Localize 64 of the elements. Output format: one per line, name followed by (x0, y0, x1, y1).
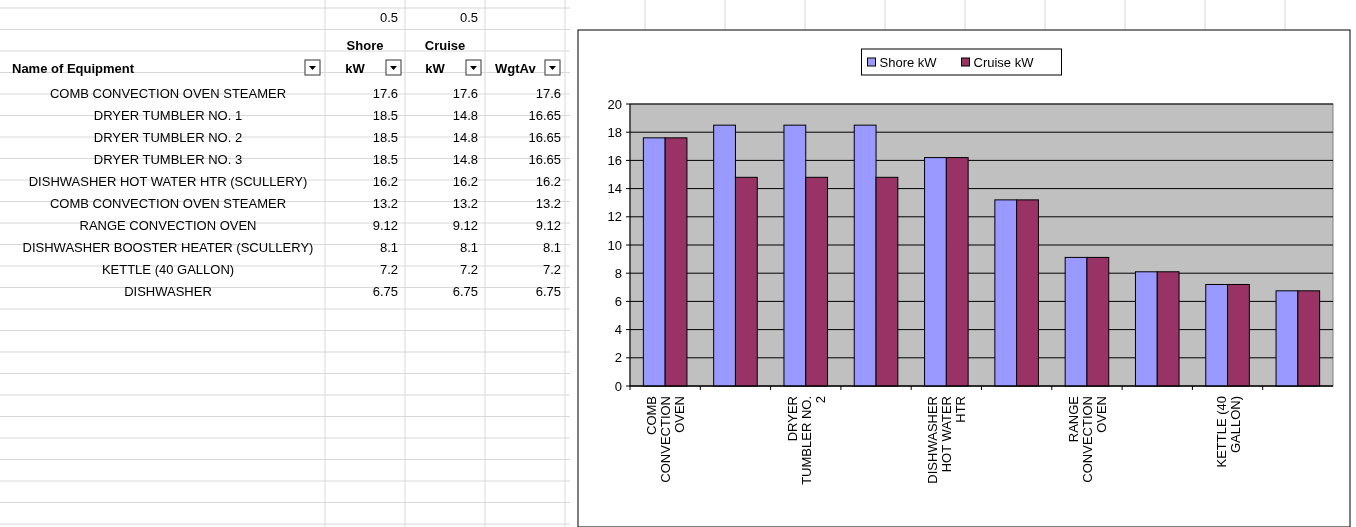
text: 6.75 (535, 284, 561, 299)
text: 6.75 (372, 284, 398, 299)
x-tick-label: KETTLE (40 GALLON) (1213, 396, 1243, 468)
text: 13.2 (372, 196, 398, 211)
text: DISHWASHER (124, 284, 212, 299)
y-tick-label: 18 (607, 124, 622, 140)
text: 18.5 (372, 152, 398, 167)
text: 7.2 (542, 262, 561, 277)
text: 18.5 (372, 108, 398, 123)
text: DISHWASHER HOT WATER HTR (SCULLERY) (28, 174, 308, 189)
legend-label: Cruise kW (973, 55, 1035, 70)
text: DRYER TUMBLER NO. 1 (93, 108, 243, 123)
text: 16.65 (528, 130, 561, 145)
text: 14.8 (452, 130, 478, 145)
text: 18.5 (372, 130, 398, 145)
text: 16.2 (372, 174, 398, 189)
text: 8.1 (542, 240, 561, 255)
y-tick-label: 6 (614, 293, 622, 309)
y-tick-label: 0 (614, 378, 622, 394)
text: 17.6 (535, 86, 561, 101)
y-tick-label: 8 (614, 265, 622, 281)
text: DRYER TUMBLER NO. 2 (93, 130, 243, 145)
text: 16.2 (535, 174, 561, 189)
text: 14.8 (452, 108, 478, 123)
text: DRYER TUMBLER NO. 3 (93, 152, 243, 167)
text: 17.6 (452, 86, 478, 101)
x-tick-label: RANGE CONVECTION OVEN (1065, 395, 1109, 483)
text: 7.2 (459, 262, 478, 277)
text: RANGE CONVECTION OVEN (79, 218, 257, 233)
text: 8.1 (379, 240, 398, 255)
y-tick-label: 4 (614, 322, 622, 338)
y-tick-label: 14 (607, 181, 622, 197)
text: 14.8 (452, 152, 478, 167)
text: WgtAv (495, 61, 537, 76)
x-tick-label: DRYER TUMBLER NO. 2 (784, 396, 828, 485)
text: 16.2 (452, 174, 478, 189)
text: 9.12 (372, 218, 398, 233)
x-tick-label: COMB CONVECTION OVEN (644, 396, 688, 483)
text: Cruise kW (424, 38, 466, 76)
text: 7.2 (379, 262, 398, 277)
text: 9.12 (452, 218, 478, 233)
text: 13.2 (452, 196, 478, 211)
legend-label: Shore kW (879, 55, 938, 70)
y-tick-label: 16 (607, 152, 622, 168)
text: 16.65 (528, 108, 561, 123)
text: Shore kW (345, 38, 384, 76)
text: DISHWASHER BOOSTER HEATER (SCULLERY) (22, 240, 314, 255)
text: COMB CONVECTION OVEN STEAMER (49, 196, 287, 211)
text: 17.6 (372, 86, 398, 101)
text: KETTLE (40 GALLON) (101, 262, 235, 277)
text: 0.5 (459, 10, 478, 25)
text: 6.75 (452, 284, 478, 299)
y-tick-label: 12 (607, 209, 622, 225)
text: 16.65 (528, 152, 561, 167)
x-tick-label: DISHWASHER HOT WATER HTR (925, 396, 969, 484)
text: COMB CONVECTION OVEN STEAMER (49, 86, 287, 101)
y-tick-label: 20 (607, 96, 622, 112)
text: 0.5 (379, 10, 398, 25)
text: 9.12 (535, 218, 561, 233)
text: 8.1 (459, 240, 478, 255)
y-tick-label: 2 (614, 350, 622, 366)
text: 13.2 (535, 196, 561, 211)
text: Name of Equipment (12, 61, 135, 76)
y-tick-label: 10 (607, 237, 622, 253)
